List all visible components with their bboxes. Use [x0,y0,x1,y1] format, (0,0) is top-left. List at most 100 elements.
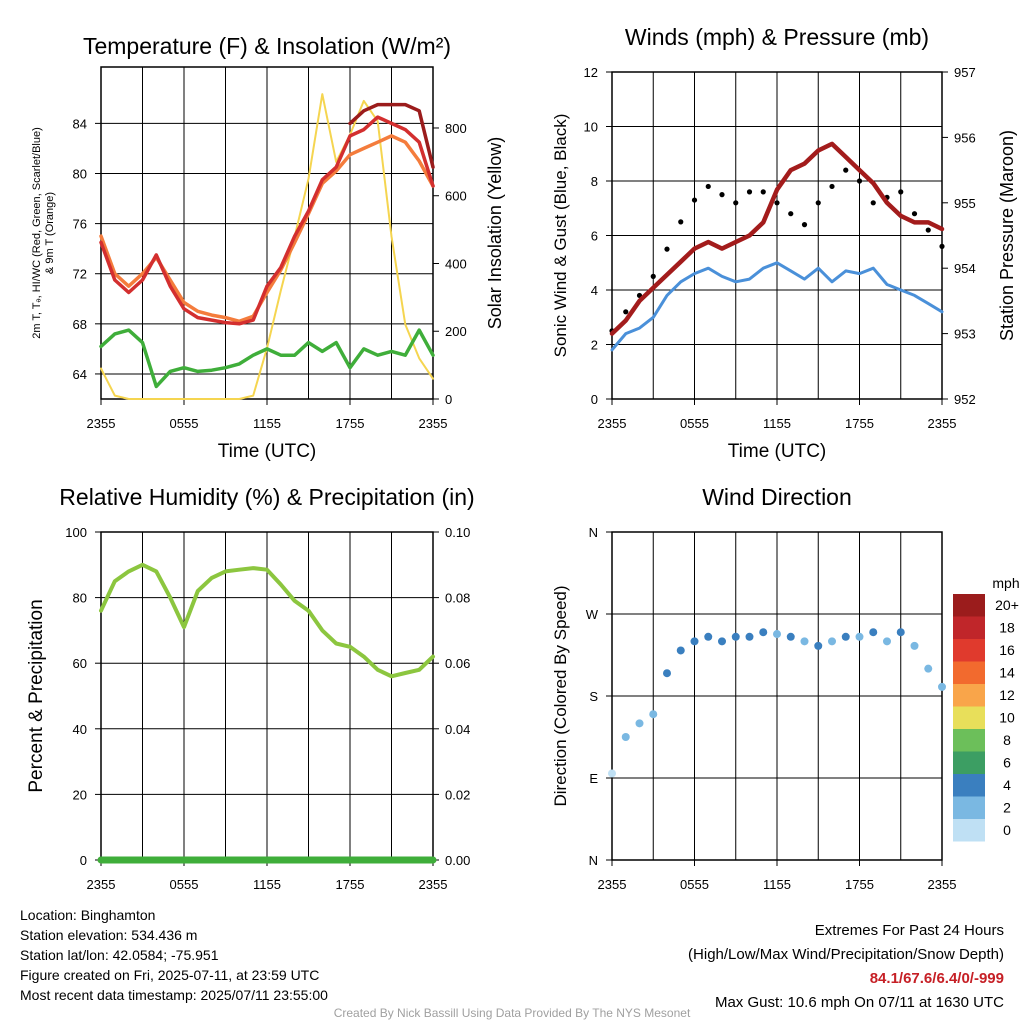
colorbar-swatch [953,751,985,774]
y-right-axis-label: Station Pressure (Maroon) [997,130,1017,341]
direction-point [773,630,781,639]
extremes-title: Extremes For Past 24 Hours [814,922,1004,939]
created-text: Figure created on Fri, 2025-07-11, at 23… [20,967,320,983]
gust-point [719,192,725,198]
gust-point [829,183,835,190]
gust-point [623,309,629,315]
extremes-values: 84.1/67.6/6.4/0/-999 [869,970,1004,987]
y-tick-label: N [589,525,598,540]
direction-point [635,719,644,728]
x-tick-label: 0555 [170,877,199,892]
x-tick-label: 0555 [170,416,199,431]
gust-point [856,178,863,184]
colorbar-label: 8 [1003,732,1011,748]
gust-point [815,200,821,206]
y-tick-label: 64 [73,367,87,382]
y-tick-label: 80 [73,166,87,181]
station-info: Location: Binghamton Station elevation: … [20,905,328,1005]
y-right-tick-label: 600 [445,189,467,204]
x-axis-label: Time (UTC) [728,441,827,462]
colorbar-swatch [953,796,985,819]
direction-point [855,632,864,641]
series-line-hi-wc [348,102,435,169]
direction-point [841,632,850,641]
colorbar-title: mph [992,575,1019,591]
direction-point [896,628,905,637]
direction-point [676,646,685,655]
colorbar-label: 10 [999,710,1015,726]
colorbar-swatch [953,774,985,797]
y-tick-label: 100 [65,525,87,540]
x-tick-label: 1755 [845,416,874,431]
y-tick-label: 4 [591,283,598,298]
y-tick-label: 10 [584,120,598,135]
direction-point [883,637,891,646]
x-tick-label: 1155 [253,877,281,892]
direction-point [759,628,768,637]
direction-point [938,682,946,691]
direction-point [731,632,740,641]
speed-colorbar: mph 20+ 18 16 14 12 10 8 6 4 2 0 [953,575,1020,842]
y-tick-label: 84 [73,116,87,131]
latlon-text: Station lat/lon: 42.0584; -75.951 [20,947,219,963]
colorbar-swatch [953,729,985,752]
x-tick-label: 2355 [598,877,627,892]
colorbar-swatch [953,819,985,842]
colorbar-label: 14 [999,665,1015,681]
y-tick-label: 60 [73,656,87,671]
colorbar-label: 12 [999,687,1015,703]
x-tick-label: 2355 [87,416,116,431]
extremes-info: Extremes For Past 24 Hours (High/Low/Max… [688,919,1004,1015]
y-right-tick-label: 200 [445,324,467,339]
y-tick-label: 76 [73,217,87,232]
colorbar-swatch [953,684,985,707]
gust-point [843,167,849,173]
gust-point [788,211,794,217]
direction-point [869,628,878,637]
gust-point [925,227,931,233]
y-right-tick-label: 0.02 [445,787,470,802]
series-line-sonic-wind [610,261,944,352]
colorbar-label: 18 [999,620,1015,636]
y-right-axis-label: Solar Insolation (Yellow) [485,137,505,329]
recent-text: Most recent data timestamp: 2025/07/11 2… [20,987,328,1003]
y-right-tick-label: 0.08 [445,591,470,606]
y-axis-label-line: 2m T, Tₔ, HI/WC (Red, Green, Scarlet/Blu… [31,127,43,339]
gust-point [678,219,684,225]
plot-frame [611,71,943,400]
x-tick-label: 2355 [598,416,627,431]
series-line-td [99,328,435,389]
y-right-tick-label: 957 [954,65,976,80]
gust-point [760,189,766,195]
series-line-station-pressure [609,141,945,336]
direction-point [608,769,616,778]
x-tick-label: 0555 [680,877,709,892]
direction-point [621,733,630,741]
direction-point [649,710,658,719]
gust-point [801,222,808,228]
y-axis-label: Direction (Colored By Speed) [551,585,570,806]
gust-point [664,246,670,252]
direction-point [910,641,919,650]
y-tick-label: 8 [591,174,598,189]
chart-title: Temperature (F) & Insolation (W/m²) [83,33,451,59]
colorbar-label: 2 [1003,800,1011,816]
gust-point [774,200,780,206]
x-tick-label: 0555 [680,416,709,431]
chart-title: Wind Direction [702,484,852,510]
direction-point [663,669,671,678]
y-axis-label-line: & 9m T (Orange) [44,192,56,274]
x-tick-label: 2355 [928,416,957,431]
x-tick-label: 1155 [763,416,791,431]
y-right-tick-label: 0 [445,392,452,407]
y-right-tick-label: 956 [954,130,976,145]
x-tick-label: 2355 [419,877,448,892]
direction-point [814,641,823,650]
y-axis-label: Sonic Wind & Gust (Blue, Black) [551,114,570,358]
direction-point [704,632,713,641]
y-tick-label: E [589,771,598,786]
chart-title: Relative Humidity (%) & Precipitation (i… [59,484,474,510]
series-line-relative-humidity [99,562,435,679]
max-gust-text: Max Gust: 10.6 mph On 07/11 at 1630 UTC [714,994,1004,1011]
